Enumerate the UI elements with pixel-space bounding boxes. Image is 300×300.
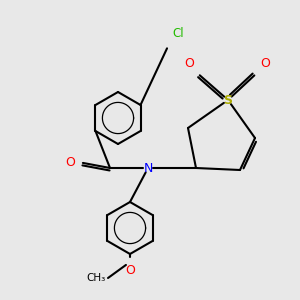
Text: O: O (260, 57, 270, 70)
Text: O: O (125, 264, 135, 277)
Text: CH₃: CH₃ (87, 273, 106, 283)
Text: O: O (184, 57, 194, 70)
Text: N: N (143, 161, 153, 175)
Text: S: S (224, 94, 232, 106)
Text: Cl: Cl (172, 27, 184, 40)
Text: O: O (65, 155, 75, 169)
